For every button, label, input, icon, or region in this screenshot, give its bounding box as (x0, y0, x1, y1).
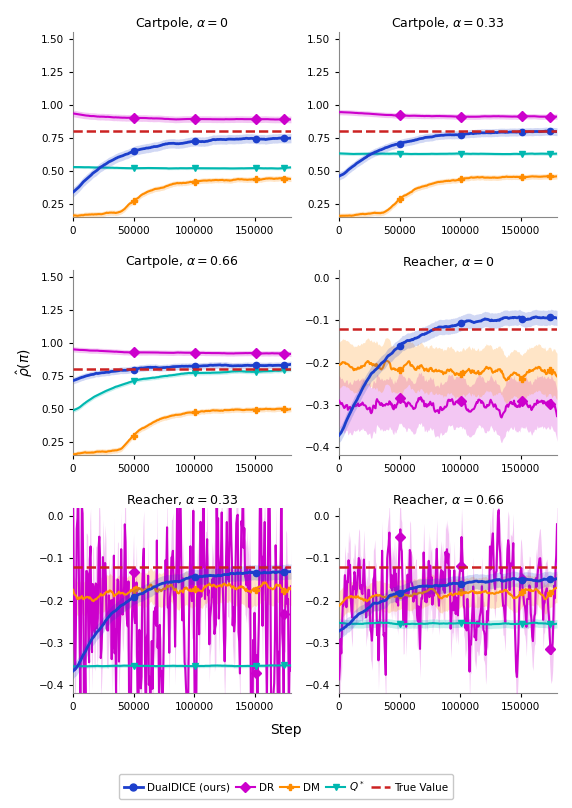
Y-axis label: $\hat{\rho}(\pi)$: $\hat{\rho}(\pi)$ (15, 348, 35, 377)
Title: Reacher, $\alpha = 0.33$: Reacher, $\alpha = 0.33$ (126, 492, 238, 507)
Text: Step: Step (270, 723, 302, 737)
Title: Reacher, $\alpha = 0.66$: Reacher, $\alpha = 0.66$ (392, 492, 504, 507)
Title: Cartpole, $\alpha = 0$: Cartpole, $\alpha = 0$ (135, 15, 229, 32)
Title: Cartpole, $\alpha = 0.33$: Cartpole, $\alpha = 0.33$ (391, 15, 505, 32)
Title: Reacher, $\alpha = 0$: Reacher, $\alpha = 0$ (402, 254, 494, 269)
Legend: DualDICE (ours), DR, DM, $Q^*$, True Value: DualDICE (ours), DR, DM, $Q^*$, True Val… (118, 773, 454, 799)
Title: Cartpole, $\alpha = 0.66$: Cartpole, $\alpha = 0.66$ (125, 253, 239, 270)
